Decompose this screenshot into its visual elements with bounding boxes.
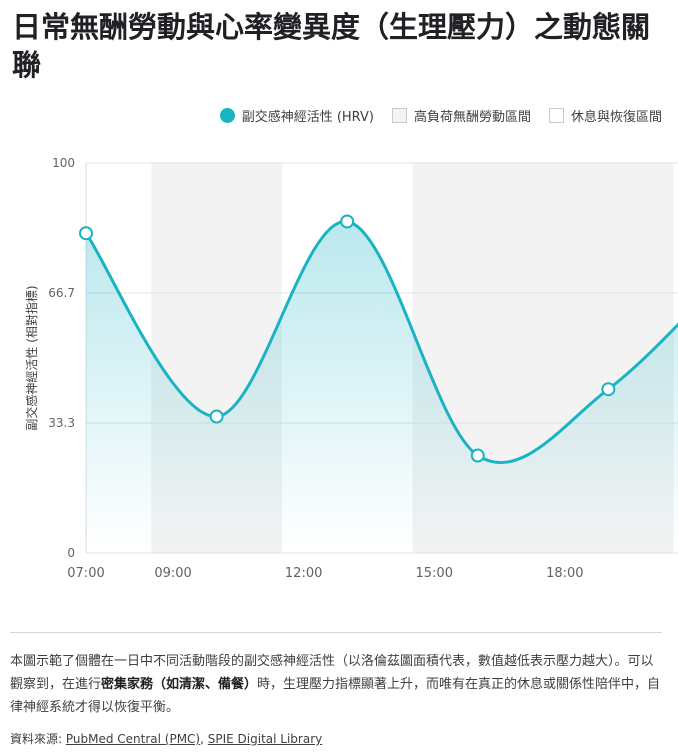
legend-label-rest: 休息與恢復區間 <box>570 110 662 125</box>
legend-swatch-rest <box>548 108 564 123</box>
legend-item-high-load[interactable]: 高負荷無酬勞動區間 <box>391 106 531 125</box>
source-separator: , <box>200 732 208 746</box>
hrv-point-2[interactable] <box>209 409 224 424</box>
x-tick-label: 09:00 <box>154 566 191 581</box>
description-emphasis: 密集家務（如清潔、備餐） <box>101 677 258 692</box>
hrv-chart: 0 33.3 66.7 100 07:00 09:00 12:00 15:00 18:00 副交感… <box>24 156 678 581</box>
legend: 副交感神經活性 (HRV) 高負荷無酬勞動區間 休息與恢復區間 <box>219 106 662 125</box>
hrv-area <box>86 221 678 553</box>
x-tick-label: 15:00 <box>416 566 453 581</box>
source-label: 資料來源: <box>10 732 66 746</box>
chart-description: 本圖示範了個體在一日中不同活動階段的副交感神經活性（以洛倫茲圖面積代表，數值越低… <box>10 650 666 719</box>
legend-item-rest[interactable]: 休息與恢復區間 <box>548 106 662 125</box>
legend-label-high-load: 高負荷無酬勞動區間 <box>413 110 531 125</box>
x-tick-label: 12:00 <box>285 566 322 581</box>
legend-swatch-hrv <box>219 108 235 123</box>
source-line: 資料來源: PubMed Central (PMC), SPIE Digital… <box>10 730 322 747</box>
divider <box>10 632 662 633</box>
y-tick-label: 100 <box>52 156 75 170</box>
description-part-1: 本圖示範了個體在一日中不同活動階段的副交感神經活性（以洛倫茲圖面積代表，數值越低… <box>10 654 654 692</box>
y-axis-title: 副交感神經活性 (相對指標) <box>24 285 39 430</box>
legend-swatch-high-load <box>391 108 407 123</box>
description-part-2: 時，生理壓力指標顯著上升，而唯有在真正的休息或關係性陪伴中，自律神經系統才得以恢… <box>10 677 661 715</box>
legend-label-hrv: 副交感神經活性 (HRV) <box>241 110 374 125</box>
y-tick-label: 66.7 <box>48 286 75 300</box>
x-tick-label: 07:00 <box>67 566 104 581</box>
source-link-pmc[interactable]: PubMed Central (PMC) <box>65 732 201 746</box>
hrv-point-5[interactable] <box>601 382 616 397</box>
hrv-point-4[interactable] <box>470 448 485 463</box>
source-link-spie[interactable]: SPIE Digital Library <box>207 732 323 746</box>
y-tick-label: 33.3 <box>48 416 75 430</box>
legend-item-hrv[interactable]: 副交感神經活性 (HRV) <box>219 106 374 125</box>
hrv-point-3[interactable] <box>340 214 355 229</box>
x-tick-label: 18:00 <box>546 566 583 581</box>
y-tick-label: 0 <box>67 546 75 560</box>
hrv-point-1[interactable] <box>79 226 93 241</box>
chart-title: 日常無酬勞動與心率變異度（生理壓力）之動態關聯 <box>12 10 651 82</box>
